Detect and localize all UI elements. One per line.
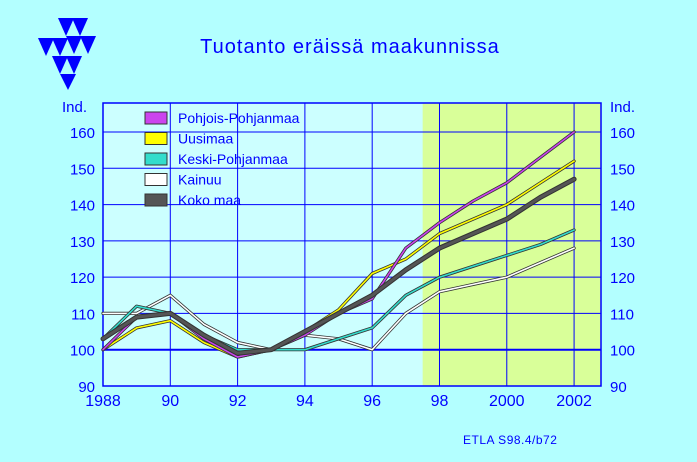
y-tick-label-left: 140 (70, 198, 95, 215)
logo-triangle-6 (80, 36, 96, 54)
y-tick-label-right: 140 (610, 198, 635, 215)
y-tick-label-right: 110 (610, 306, 634, 323)
legend-label: Uusimaa (178, 131, 233, 147)
series-line (101, 177, 576, 355)
x-tick-label: 96 (363, 393, 381, 410)
legend-swatch (144, 193, 168, 207)
ylabel-left: Ind. (62, 99, 87, 116)
x-tick-label: 1988 (85, 393, 121, 410)
x-tick-label: 98 (431, 393, 449, 410)
legend-label: Keski-Pohjanmaa (178, 151, 288, 167)
logo-triangle-5 (66, 36, 82, 54)
x-tick-label: 94 (296, 393, 314, 410)
legend-label: Kainuu (178, 172, 222, 188)
legend-swatch (144, 152, 168, 166)
logo-triangle-3 (38, 38, 54, 56)
legend-label: Pohjois-Pohjanmaa (178, 110, 300, 126)
logo-triangle-2 (72, 18, 88, 36)
y-tick-label-right: 130 (610, 234, 635, 251)
etla-logo (38, 18, 96, 90)
source-footer: ETLA S98.4/b72 (463, 433, 557, 447)
y-tick-label-left: 90 (78, 379, 95, 396)
logo-triangle-8 (66, 56, 82, 74)
series-line (102, 160, 575, 358)
x-tick-label: 2002 (556, 393, 592, 410)
logo-triangle-1 (58, 18, 74, 36)
y-tick-label-left: 100 (70, 343, 95, 360)
logo-triangle-4 (52, 38, 68, 56)
plot-border (102, 102, 602, 387)
y-tick-label-left: 160 (70, 125, 95, 142)
legend-label: Koko maa (178, 192, 241, 208)
plot-area: 90 90 100 100 110 110 120 120 130 130 140 140 150 150… (70, 102, 635, 410)
logo-triangle-7 (52, 56, 68, 74)
legend-swatch (144, 173, 168, 186)
ylabel-right: Ind. (610, 99, 635, 116)
y-tick-label-right: 160 (610, 125, 635, 142)
logo-triangle-9 (60, 74, 76, 90)
y-tick-label-left: 150 (70, 161, 95, 178)
legend-swatch (144, 132, 168, 145)
x-tick-label: 90 (161, 393, 179, 410)
y-tick-label-right: 100 (610, 343, 635, 360)
y-tick-label-left: 120 (70, 270, 95, 287)
legend-swatch (144, 111, 168, 125)
y-tick-label-right: 120 (610, 270, 635, 287)
y-tick-label-left: 110 (71, 306, 95, 323)
chart-title: Tuotanto eräissä maakunnissa (200, 36, 500, 58)
y-tick-label-left: 130 (70, 234, 95, 251)
y-tick-label-right: 90 (610, 379, 627, 396)
y-tick-label-right: 150 (610, 161, 635, 178)
x-tick-label: 2000 (489, 393, 525, 410)
x-tick-label: 92 (229, 393, 247, 410)
